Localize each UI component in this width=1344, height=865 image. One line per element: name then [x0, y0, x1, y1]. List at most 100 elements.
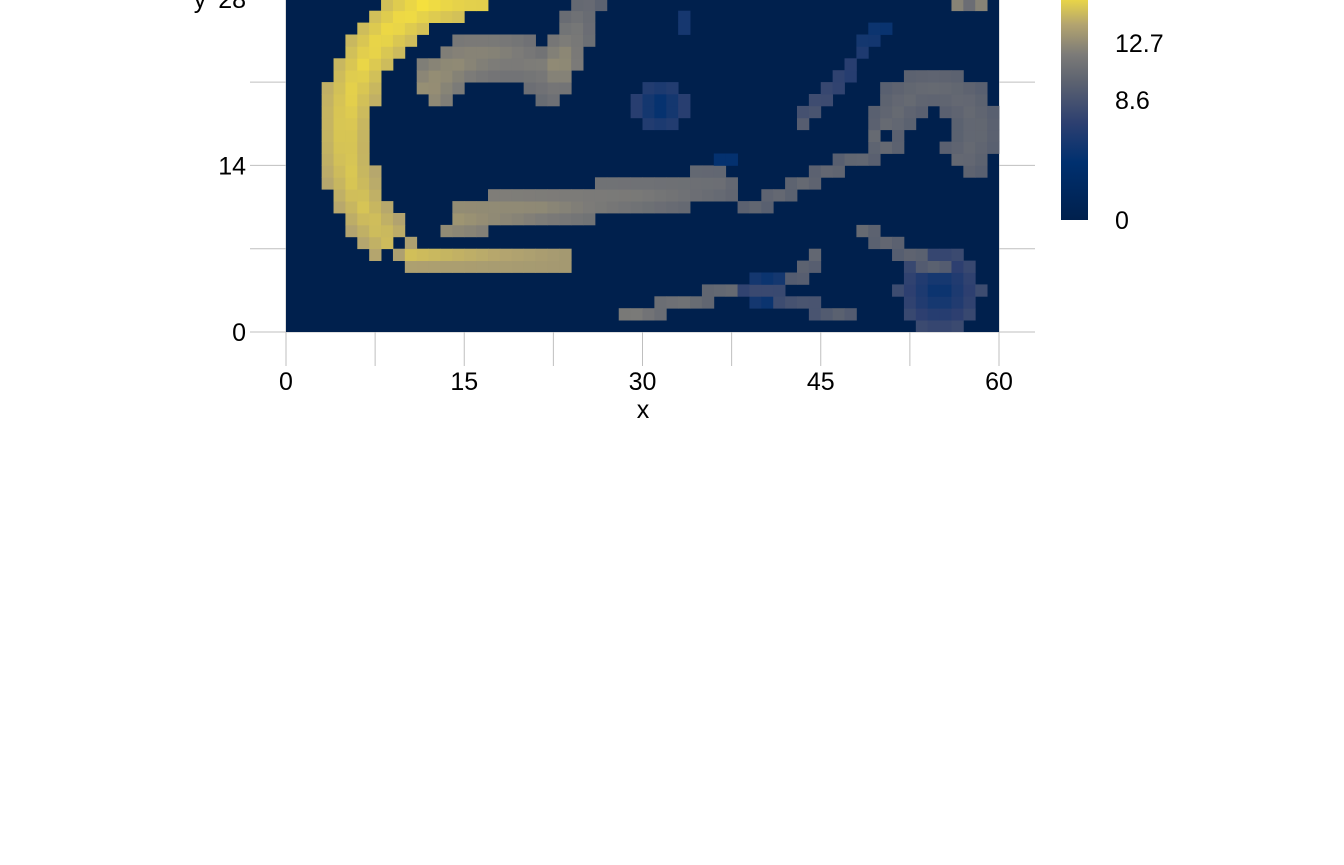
heatmap-cell: [940, 296, 952, 308]
heatmap-cell: [904, 249, 916, 261]
heatmap-cell: [987, 130, 999, 142]
heatmap-cell: [405, 11, 417, 23]
heatmap-cell: [345, 201, 357, 213]
heatmap-cell: [464, 213, 476, 225]
heatmap-cell: [797, 118, 809, 130]
heatmap-cell: [821, 165, 833, 177]
heatmap-cell: [547, 70, 559, 82]
heatmap-cell: [916, 273, 928, 285]
heatmap-cell: [452, 213, 464, 225]
heatmap-cell: [357, 213, 369, 225]
heatmap-cell: [500, 70, 512, 82]
y-tick-label: 0: [232, 319, 246, 347]
heatmap-cell: [892, 118, 904, 130]
heatmap-cell: [417, 70, 429, 82]
heatmap-cell: [619, 189, 631, 201]
heatmap-cell: [761, 201, 773, 213]
heatmap-cell: [583, 201, 595, 213]
heatmap-cell: [452, 225, 464, 237]
heatmap-cell: [488, 35, 500, 47]
colorbar-ticks: 08.612.7: [1115, 30, 1164, 235]
heatmap-cell: [643, 201, 655, 213]
heatmap-cell: [714, 165, 726, 177]
heatmap-cell: [951, 130, 963, 142]
heatmap-cell: [357, 177, 369, 189]
heatmap-cell: [417, 0, 429, 11]
heatmap-cell: [975, 142, 987, 154]
heatmap-cell: [583, 11, 595, 23]
heatmap-cell: [452, 58, 464, 70]
heatmap-cell: [357, 237, 369, 249]
heatmap-cell: [512, 213, 524, 225]
heatmap-cell: [951, 70, 963, 82]
heatmap-cell: [405, 237, 417, 249]
heatmap-cell: [524, 58, 536, 70]
heatmap-cell: [369, 201, 381, 213]
heatmap-cell: [951, 249, 963, 261]
heatmap-cell: [345, 35, 357, 47]
heatmap-cell: [940, 273, 952, 285]
heatmap-cell: [334, 142, 346, 154]
heatmap-cell: [904, 70, 916, 82]
heatmap-cell: [749, 273, 761, 285]
heatmap-cell: [963, 118, 975, 130]
heatmap-cell: [666, 189, 678, 201]
heatmap-cell: [357, 201, 369, 213]
x-tick-label: 30: [629, 368, 657, 396]
heatmap-cell: [928, 261, 940, 273]
heatmap-cell: [345, 177, 357, 189]
heatmap-cell: [464, 201, 476, 213]
heatmap-cell: [773, 189, 785, 201]
heatmap-cell: [452, 201, 464, 213]
heatmap-cell: [595, 189, 607, 201]
heatmap-cell: [334, 189, 346, 201]
colorbar: [1061, 0, 1088, 220]
heatmap-cell: [749, 284, 761, 296]
heatmap-cell: [440, 11, 452, 23]
heatmap-cells: [286, 0, 999, 332]
heatmap-cell: [357, 154, 369, 166]
heatmap-cell: [500, 35, 512, 47]
heatmap-cell: [619, 177, 631, 189]
heatmap-cell: [524, 249, 536, 261]
heatmap-cell: [393, 225, 405, 237]
heatmap-cell: [452, 46, 464, 58]
heatmap-cell: [833, 165, 845, 177]
heatmap-cell: [357, 130, 369, 142]
heatmap-cell: [892, 130, 904, 142]
heatmap-cell: [654, 296, 666, 308]
heatmap-cell: [476, 35, 488, 47]
heatmap-cell: [809, 165, 821, 177]
heatmap-cell: [322, 142, 334, 154]
x-axis-label: x: [637, 396, 650, 424]
heatmap-cell: [987, 106, 999, 118]
heatmap-cell: [880, 106, 892, 118]
heatmap-cell: [797, 296, 809, 308]
heatmap-cell: [405, 249, 417, 261]
heatmap-cell: [547, 201, 559, 213]
heatmap-cell: [773, 296, 785, 308]
heatmap-cell: [536, 189, 548, 201]
heatmap-cell: [856, 46, 868, 58]
heatmap-cell: [856, 225, 868, 237]
heatmap-cell: [833, 308, 845, 320]
heatmap-cell: [322, 165, 334, 177]
heatmap-cell: [488, 249, 500, 261]
heatmap-cell: [892, 94, 904, 106]
heatmap-cell: [322, 106, 334, 118]
heatmap-cell: [369, 58, 381, 70]
heatmap-cell: [666, 201, 678, 213]
heatmap-cell: [963, 154, 975, 166]
heatmap-cell: [761, 273, 773, 285]
heatmap-cell: [452, 261, 464, 273]
heatmap-cell: [476, 225, 488, 237]
heatmap-cell: [666, 118, 678, 130]
heatmap-cell: [357, 165, 369, 177]
heatmap-cell: [334, 58, 346, 70]
heatmap-cell: [951, 82, 963, 94]
heatmap-cell: [547, 46, 559, 58]
heatmap-cell: [678, 189, 690, 201]
heatmap-cell: [500, 189, 512, 201]
heatmap-cell: [464, 249, 476, 261]
heatmap-cell: [417, 82, 429, 94]
